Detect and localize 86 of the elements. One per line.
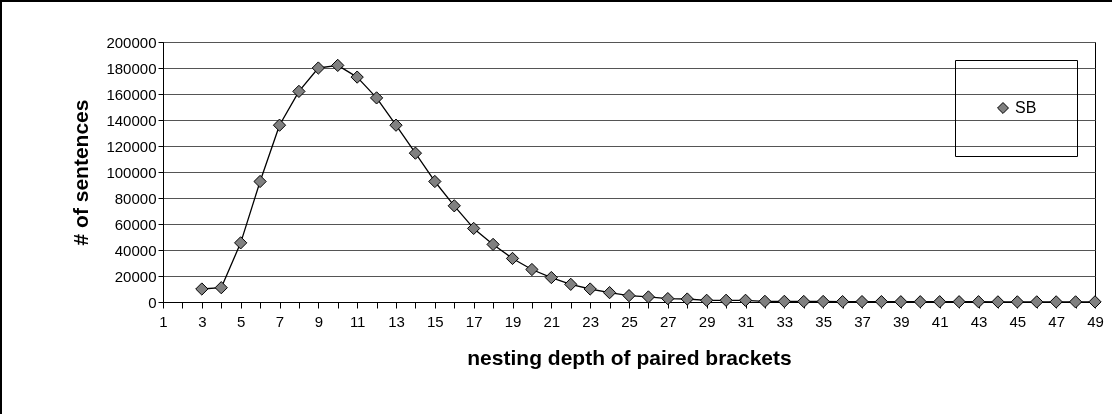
point — [253, 174, 267, 189]
point — [389, 118, 403, 132]
point — [680, 292, 694, 306]
point — [855, 294, 869, 309]
point — [428, 174, 442, 189]
x-tick-label: 33 — [776, 312, 794, 330]
point — [661, 292, 675, 306]
x-tick-label: 37 — [854, 312, 871, 330]
x-tick-label: 5 — [236, 312, 246, 330]
point — [933, 295, 947, 309]
point — [602, 286, 617, 300]
point — [797, 294, 811, 309]
point — [331, 58, 345, 73]
point — [583, 282, 597, 296]
x-tick-label: 21 — [543, 312, 561, 330]
point — [447, 199, 461, 213]
x-tick-label: 35 — [815, 312, 833, 330]
point — [1030, 295, 1044, 309]
y-tick-label: 0 — [148, 293, 157, 311]
y-tick-label: 160000 — [106, 85, 157, 103]
x-tick-label: 1 — [159, 312, 168, 330]
x-tick-label: 15 — [426, 312, 444, 330]
y-tick-label: 80000 — [114, 189, 157, 207]
point — [991, 295, 1005, 309]
x-tick-label: 3 — [198, 312, 207, 330]
x-tick-label: 47 — [1048, 312, 1066, 330]
x-tick-label: 23 — [582, 312, 600, 330]
point — [1068, 295, 1083, 309]
x-tick-label: 31 — [737, 312, 755, 330]
point — [292, 84, 306, 99]
point — [369, 91, 384, 105]
point — [758, 294, 772, 308]
point — [622, 289, 636, 303]
x-axis-title: nesting depth of paired brackets — [467, 345, 792, 369]
y-tick-label: 40000 — [114, 241, 157, 259]
x-tick-label: 45 — [1009, 312, 1027, 330]
x-tick-label: 7 — [275, 312, 285, 330]
point — [738, 293, 753, 307]
point — [311, 61, 325, 75]
point — [1088, 295, 1102, 309]
x-tick-label: 25 — [621, 312, 638, 330]
y-tick-label: 180000 — [106, 59, 157, 77]
y-tick-label: 20000 — [114, 267, 157, 285]
y-tick-label: 140000 — [106, 111, 157, 129]
point — [195, 282, 209, 296]
point — [505, 251, 520, 266]
point — [874, 294, 889, 309]
point — [816, 294, 830, 309]
y-tick-label: 100000 — [106, 163, 157, 181]
point — [971, 295, 986, 309]
point — [486, 237, 500, 252]
x-tick-label: 13 — [388, 312, 405, 330]
point — [641, 290, 656, 304]
x-tick-label: 41 — [931, 312, 949, 330]
x-tick-label: 43 — [970, 312, 988, 330]
point — [525, 262, 539, 277]
point — [700, 293, 714, 307]
point — [272, 118, 287, 132]
point — [544, 270, 558, 285]
point — [467, 221, 481, 236]
point — [894, 295, 908, 309]
point — [1010, 295, 1024, 309]
x-tick-label: 19 — [504, 312, 522, 330]
point — [777, 294, 791, 308]
point — [835, 294, 850, 309]
y-tick-label: 60000 — [114, 215, 157, 233]
x-tick-label: 11 — [349, 312, 366, 330]
x-tick-label: 49 — [1087, 312, 1104, 330]
x-tick-label: 39 — [892, 312, 910, 330]
point — [408, 146, 423, 160]
point — [719, 293, 733, 307]
y-tick-label: 200000 — [106, 33, 157, 51]
y-axis-title: # of sentences — [69, 99, 93, 246]
point — [234, 236, 248, 250]
point — [952, 295, 966, 309]
point — [214, 281, 228, 295]
y-tick-label: 120000 — [106, 137, 157, 155]
x-tick-label: 9 — [314, 312, 324, 330]
legend-label: SB — [1015, 99, 1037, 116]
x-tick-label: 17 — [465, 312, 483, 330]
point — [564, 277, 578, 291]
point — [350, 70, 364, 84]
x-tick-label: 29 — [698, 312, 716, 330]
point — [1049, 295, 1063, 309]
point — [913, 295, 927, 309]
x-tick-label: 27 — [659, 312, 677, 330]
